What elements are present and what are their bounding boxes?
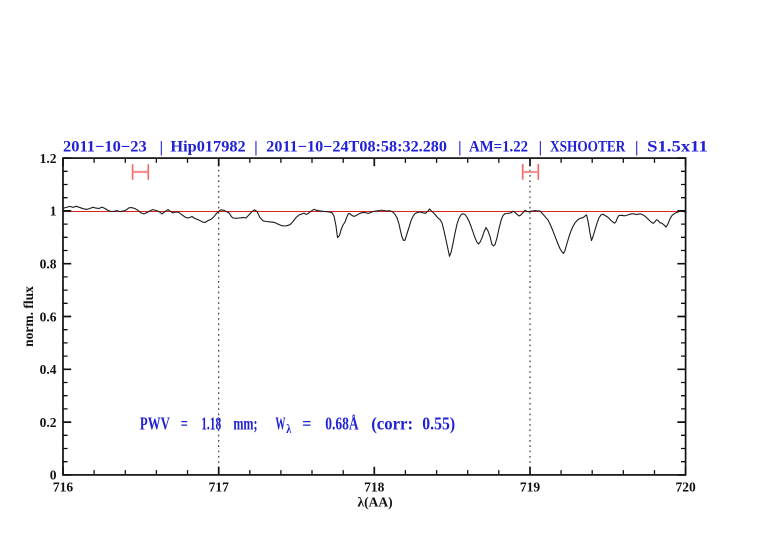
svg-text:Hip017982: Hip017982	[170, 138, 246, 155]
svg-text:λ: λ	[286, 421, 292, 436]
svg-text:(corr:: (corr:	[371, 413, 413, 434]
svg-text:0.68Å: 0.68Å	[325, 413, 358, 433]
svg-text:0.55): 0.55)	[422, 413, 455, 434]
svg-text:2011−10−24T08:58:32.280: 2011−10−24T08:58:32.280	[266, 138, 447, 155]
svg-text:S1.5x11: S1.5x11	[647, 138, 708, 155]
svg-text:0.2: 0.2	[40, 415, 57, 430]
svg-text:0: 0	[50, 468, 57, 483]
svg-text:W: W	[275, 413, 285, 433]
svg-text:720: 720	[675, 480, 696, 495]
svg-text:norm. flux: norm. flux	[21, 286, 36, 347]
svg-text:XSHOOTER: XSHOOTER	[550, 138, 626, 155]
svg-text:PWV: PWV	[140, 413, 170, 433]
svg-text:|: |	[635, 139, 638, 156]
svg-text:719: 719	[520, 480, 541, 495]
svg-text:1.2: 1.2	[40, 151, 57, 166]
svg-text:mm;: mm;	[233, 413, 257, 433]
svg-text:1.18: 1.18	[201, 413, 221, 433]
svg-text:0.6: 0.6	[40, 309, 57, 324]
svg-text:718: 718	[364, 480, 385, 495]
svg-text:|: |	[160, 139, 163, 156]
svg-text:=: =	[181, 413, 188, 433]
svg-text:717: 717	[209, 480, 230, 495]
svg-text:|: |	[539, 139, 542, 156]
svg-text:0.4: 0.4	[40, 362, 57, 377]
svg-text:|: |	[458, 139, 461, 156]
svg-text:AM=1.22: AM=1.22	[469, 138, 528, 155]
svg-text:λ(AA): λ(AA)	[357, 495, 392, 510]
svg-text:0.8: 0.8	[40, 257, 57, 272]
svg-text:|: |	[254, 139, 257, 156]
svg-text:1: 1	[50, 204, 57, 219]
svg-text:716: 716	[53, 480, 74, 495]
svg-text:2011−10−23: 2011−10−23	[63, 138, 147, 155]
svg-text:=: =	[302, 413, 311, 433]
